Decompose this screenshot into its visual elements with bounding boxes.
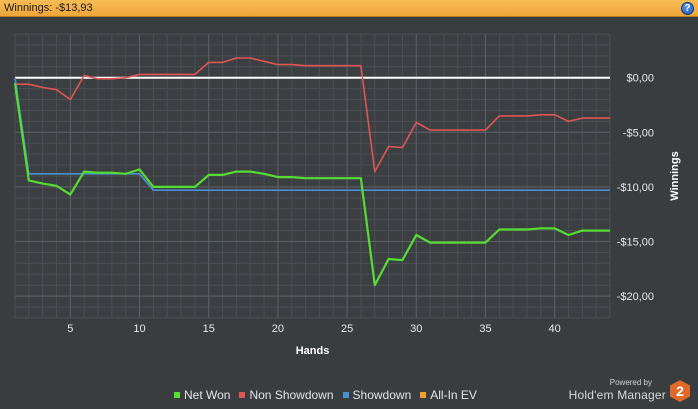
legend-item[interactable]: Non Showdown <box>239 388 334 402</box>
branding: Powered by Hold'em Manager 2 <box>552 378 692 406</box>
x-tick-label: 15 <box>203 323 215 335</box>
chart-svg: 5 10 15 20 25 30 35 40 $0,00 -$5,00 -$10,00 -$15,00… <box>13 33 681 357</box>
legend-item[interactable]: All-In EV <box>420 388 477 402</box>
x-tick-label: 10 <box>133 323 145 335</box>
product-name: Hold'em Manager <box>568 388 666 402</box>
series-line-non-showdown <box>15 57 610 173</box>
x-tick-label: 5 <box>67 323 73 335</box>
y-tick-label: -$15,00 <box>617 237 654 249</box>
y-tick-label: -$20,00 <box>617 291 654 303</box>
x-axis-title: Hands <box>296 345 330 357</box>
powered-by-text: Powered by <box>609 378 652 387</box>
x-tick-label: 30 <box>410 323 422 335</box>
title-bar: Winnings: -$13,93 ? <box>0 0 698 17</box>
legend-swatch <box>420 391 427 398</box>
y-axis-title: Winnings <box>669 151 681 200</box>
legend-item[interactable]: Showdown <box>342 388 412 402</box>
y-tick-label: -$5,00 <box>623 127 654 139</box>
y-tick-label: -$10,00 <box>617 182 654 194</box>
y-tick-label: $0,00 <box>626 73 654 85</box>
hm2-logo-icon: 2 <box>670 380 690 402</box>
legend-swatch <box>342 391 349 398</box>
legend-label: Showdown <box>352 388 412 402</box>
svg-text:2: 2 <box>676 383 684 399</box>
x-tick-label: 25 <box>341 323 353 335</box>
legend-item[interactable]: Net Won <box>174 388 230 402</box>
chart-legend: Net Won Non Showdown Showdown All-In EV <box>174 388 486 402</box>
winnings-title: Winnings: -$13,93 <box>4 2 93 14</box>
help-icon[interactable]: ? <box>681 2 694 15</box>
legend-label: Net Won <box>184 388 231 402</box>
series-line-net-won <box>13 83 610 287</box>
x-tick-label: 35 <box>479 323 491 335</box>
x-tick-label: 20 <box>272 323 284 335</box>
legend-swatch <box>239 391 246 398</box>
legend-swatch <box>174 391 180 398</box>
legend-label: All-In EV <box>430 388 477 402</box>
winnings-chart: 5 10 15 20 25 30 35 40 $0,00 -$5,00 -$10,00 -$15,00… <box>0 17 698 409</box>
legend-label: Non Showdown <box>249 388 334 402</box>
x-tick-label: 40 <box>549 323 561 335</box>
